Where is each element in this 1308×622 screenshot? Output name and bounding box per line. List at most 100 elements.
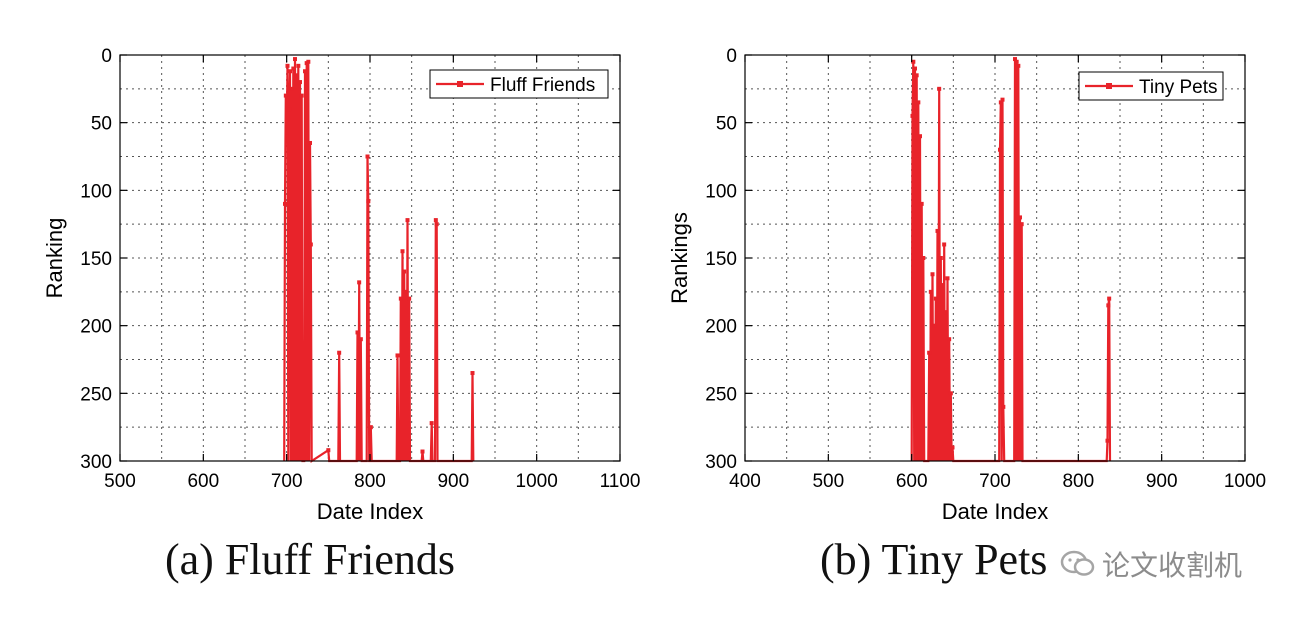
data-point — [296, 63, 301, 68]
data-point — [299, 93, 304, 98]
data-point — [407, 296, 412, 301]
y-tick-label: 200 — [705, 317, 737, 338]
x-tick-label: 800 — [1062, 471, 1094, 492]
data-point — [287, 107, 292, 112]
data-point — [434, 222, 439, 227]
data-point — [1105, 438, 1110, 443]
chart-panel-a: 500 600 700 800 900 1000 1100 0 50 100 150 200 250 30… — [42, 46, 640, 524]
data-point — [288, 69, 292, 74]
data-point — [913, 66, 917, 71]
data-point — [921, 256, 926, 260]
data-point — [1107, 296, 1112, 301]
data-point — [932, 323, 937, 328]
data-point — [947, 337, 952, 342]
y-tick-label: 150 — [80, 249, 112, 270]
data-point — [1016, 63, 1021, 68]
data-point — [291, 66, 296, 71]
y-tick-label: 50 — [91, 114, 112, 135]
legend: Fluff Friends — [429, 69, 609, 99]
data-point — [368, 425, 373, 430]
y-tick-label: 250 — [80, 384, 112, 405]
x-tick-label: 600 — [187, 471, 219, 492]
y-axis-label: Ranking — [42, 218, 67, 299]
x-tick-label: 800 — [354, 471, 386, 492]
data-point — [919, 201, 924, 206]
data-point — [365, 154, 370, 159]
data-point — [910, 113, 915, 118]
data-point — [358, 337, 363, 342]
data-point — [1018, 215, 1022, 220]
data-point — [283, 93, 288, 98]
data-point — [357, 280, 362, 285]
x-tick-label: 400 — [729, 471, 761, 492]
series-line — [283, 59, 475, 464]
data-point — [930, 272, 935, 277]
x-tick-label: 700 — [979, 471, 1011, 492]
data-point — [1019, 222, 1024, 227]
x-tick-label: 1100 — [600, 471, 641, 492]
data-point — [928, 289, 933, 294]
data-point — [998, 100, 1003, 105]
data-point — [283, 201, 287, 206]
x-axis-label: Date Index — [317, 499, 423, 524]
data-point — [303, 69, 307, 74]
x-tick-label: 900 — [1146, 471, 1178, 492]
y-tick-label: 300 — [80, 452, 112, 473]
data-point — [937, 86, 942, 91]
chart-panel-b: 400 500 600 700 800 900 1000 0 50 100 150 200 250 300… — [667, 46, 1266, 524]
data-point — [948, 391, 953, 396]
y-tick-label: 200 — [80, 317, 112, 338]
data-point — [911, 59, 916, 64]
data-point — [918, 134, 922, 139]
data-point — [306, 59, 311, 64]
data-point — [294, 73, 299, 78]
x-tick-label: 900 — [437, 471, 469, 492]
y-tick-label: 0 — [101, 46, 112, 67]
grid — [745, 55, 1245, 461]
x-tick-label: 600 — [896, 471, 928, 492]
data-point — [916, 100, 921, 105]
data-point — [326, 448, 331, 453]
caption-panel-a: (a) Fluff Friends — [165, 535, 456, 584]
data-point — [945, 276, 950, 281]
legend-swatch-marker — [1106, 83, 1112, 89]
data-point — [950, 445, 955, 450]
data-point — [927, 350, 932, 355]
x-axis-label: Date Index — [942, 499, 1048, 524]
series-markers — [283, 57, 475, 454]
data-point — [289, 86, 294, 91]
series-markers — [910, 57, 1112, 450]
data-point — [285, 63, 290, 68]
data-point — [366, 199, 371, 204]
x-tick-label: 1000 — [516, 471, 558, 492]
y-tick-label: 100 — [705, 181, 737, 202]
y-tick-label: 0 — [726, 46, 737, 67]
data-point — [433, 218, 438, 223]
data-point — [940, 283, 945, 288]
data-point — [933, 296, 938, 301]
data-point — [405, 218, 410, 223]
data-point — [284, 134, 289, 139]
data-point — [914, 73, 919, 78]
data-point — [938, 256, 943, 260]
data-point — [1106, 303, 1111, 308]
y-tick-label: 150 — [705, 249, 737, 270]
watermark-text: 论文收割机 — [1102, 549, 1243, 582]
caption-panel-b: (b) Tiny Pets — [820, 535, 1048, 584]
y-axis-label: Rankings — [667, 212, 692, 304]
data-point — [470, 371, 475, 376]
legend-label: Fluff Friends — [490, 75, 595, 96]
data-point — [293, 57, 297, 62]
data-point — [1014, 59, 1019, 64]
data-point — [395, 353, 400, 358]
x-tick-label: 1000 — [1224, 471, 1266, 492]
x-tick-label: 500 — [812, 471, 844, 492]
data-point — [942, 242, 947, 247]
y-tick-label: 300 — [705, 452, 737, 473]
data-point — [935, 228, 940, 233]
legend-label: Tiny Pets — [1139, 77, 1218, 98]
data-point — [398, 296, 403, 301]
data-point — [355, 330, 360, 335]
x-tick-label: 500 — [104, 471, 136, 492]
